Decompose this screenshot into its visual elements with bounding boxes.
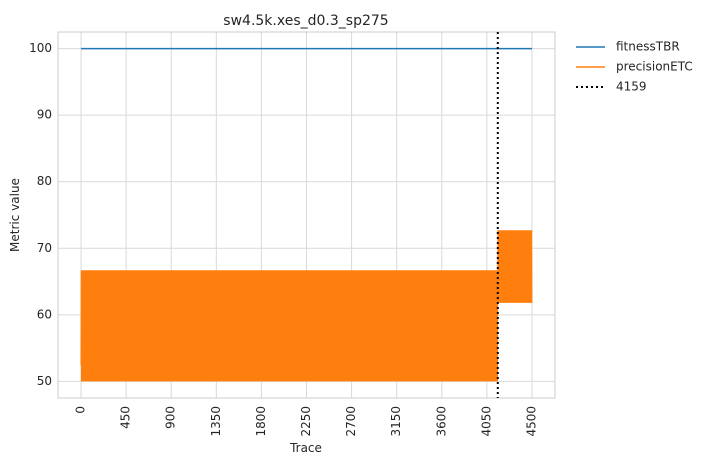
- plot-area: 0 450 900 1350 1800 2250 2700 3150 3600 4050 4500 5…: [29, 31, 556, 437]
- y-tick-label: 80: [37, 174, 52, 188]
- x-axis-label: Trace: [289, 441, 322, 455]
- y-axis-label: Metric value: [8, 178, 22, 252]
- y-tick-label: 60: [37, 307, 52, 321]
- y-tick-label: 100: [29, 41, 52, 55]
- legend-label: fitnessTBR: [616, 40, 680, 54]
- x-tick-label: 3150: [389, 406, 403, 437]
- y-tick-label: 70: [37, 241, 52, 255]
- x-tick-label: 2700: [344, 406, 358, 437]
- x-tick-label: 1800: [254, 406, 268, 437]
- x-tick-label: 3600: [434, 406, 448, 437]
- series-precisionETC: [80, 230, 533, 382]
- x-tick-label: 4050: [479, 406, 493, 437]
- precisionETC-line-segment: [497, 230, 533, 303]
- y-tick-label: 50: [37, 374, 52, 388]
- plot-frame: [57, 31, 556, 399]
- x-tick-label: 4500: [524, 406, 538, 437]
- legend-label: 4159: [616, 80, 647, 94]
- chart-title: sw4.5k.xes_d0.3_sp275: [223, 13, 388, 29]
- precisionETC-line-segment: [80, 270, 499, 382]
- x-tick-label: 900: [164, 406, 178, 429]
- x-tick-label: 0: [74, 406, 88, 414]
- x-tick-label: 2250: [299, 406, 313, 437]
- x-tick-label: 1350: [209, 406, 223, 437]
- y-tick-label: 90: [37, 108, 52, 122]
- legend: fitnessTBR precisionETC 4159: [576, 40, 693, 94]
- legend-label: precisionETC: [616, 60, 693, 74]
- x-tick-label: 450: [119, 406, 133, 429]
